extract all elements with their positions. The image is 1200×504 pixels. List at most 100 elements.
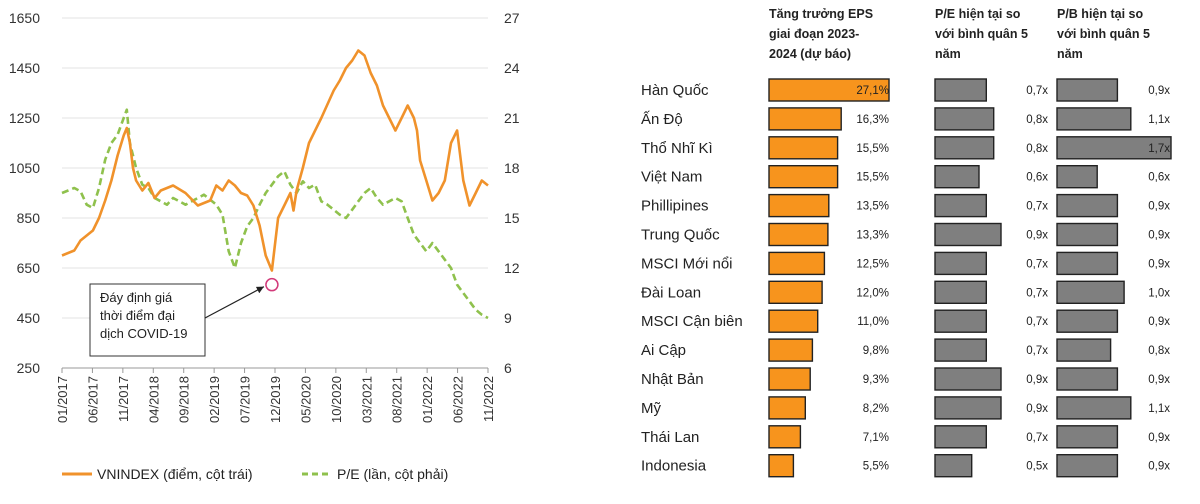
header-pe: với bình quân 5 — [935, 27, 1028, 41]
pb-value-label: 0,6x — [1148, 172, 1170, 184]
pb-value-label: 1,1x — [1148, 403, 1170, 415]
right-tick-label: 24 — [504, 60, 520, 76]
right-axis-ticks: 6 9 12 15 18 21 24 27 — [504, 10, 520, 376]
market-label: Trung Quốc — [641, 227, 720, 244]
legend-vnindex-label: VNINDEX (điểm, cột trái) — [97, 466, 253, 482]
pb-value-label: 0,9x — [1148, 461, 1170, 473]
pe-bar — [934, 454, 973, 478]
x-tick-label: 07/2019 — [238, 376, 253, 423]
pe-value-label: 0,8x — [1026, 143, 1048, 155]
pb-bar — [1056, 367, 1119, 391]
eps-value-label: 12,5% — [856, 258, 889, 270]
pe-value-label: 0,7x — [1026, 201, 1048, 213]
market-label: Hàn Quốc — [641, 82, 709, 99]
pe-bar — [934, 164, 980, 189]
pb-value-label: 0,9x — [1148, 201, 1170, 213]
eps-bar — [768, 454, 795, 478]
pe-value-label: 0,7x — [1026, 345, 1048, 357]
eps-bar — [768, 107, 842, 131]
pb-value-label: 0,9x — [1148, 230, 1170, 242]
x-tick-label: 02/2019 — [207, 376, 222, 423]
eps-value-label: 9,8% — [863, 345, 889, 357]
market-label: Đài Loan — [641, 284, 701, 301]
pb-bar — [1056, 164, 1098, 189]
covid-low-marker — [265, 277, 279, 292]
x-tick-label: 11/2022 — [481, 376, 496, 422]
pe-value-label: 0,9x — [1026, 374, 1048, 386]
eps-bar — [768, 280, 823, 304]
x-tick-label: 10/2020 — [329, 376, 344, 423]
header-eps: 2024 (dự báo) — [769, 47, 851, 61]
x-tick-label: 08/2021 — [390, 376, 405, 423]
eps-bar — [768, 367, 811, 391]
x-tick-label: 04/2018 — [146, 376, 161, 423]
pb-bar — [1056, 280, 1125, 304]
pe-bar — [934, 193, 987, 218]
eps-value-label: 7,1% — [863, 432, 889, 444]
vnindex-line — [61, 49, 489, 272]
pe-value-label: 0,7x — [1026, 432, 1048, 444]
pe-bar — [934, 136, 995, 160]
column-headers: Tăng trưởng EPS giai đoạn 2023- 2024 (dự b… — [769, 7, 1150, 61]
right-tick-label: 6 — [504, 360, 512, 376]
market-label: Indonesia — [641, 458, 707, 475]
pb-value-label: 1,1x — [1148, 114, 1170, 126]
eps-value-label: 12,0% — [856, 287, 889, 299]
pe-value-label: 0,5x — [1026, 461, 1048, 473]
pb-bar — [1056, 222, 1119, 247]
pb-bar — [1056, 136, 1172, 160]
eps-value-label: 13,3% — [856, 230, 889, 242]
left-tick-label: 1450 — [9, 60, 40, 76]
market-label: MSCI Mới nổi — [641, 255, 733, 272]
eps-value-label: 9,3% — [863, 374, 889, 386]
x-tick-label: 01/2017 — [55, 376, 70, 423]
market-rows: Hàn Quốc 27,1% 0,7x 0,9x Ấn Độ 16,3% 0,8x 1,1x T… — [641, 78, 1172, 478]
x-tick-label: 09/2018 — [177, 376, 192, 423]
eps-bar — [768, 164, 839, 189]
pe-bar — [934, 251, 987, 276]
left-tick-label: 1250 — [9, 110, 40, 126]
market-label: Phillipines — [641, 198, 709, 215]
pe-bar — [934, 396, 1002, 420]
pe-value-label: 0,7x — [1026, 258, 1048, 270]
pb-bar — [1056, 309, 1119, 333]
annotation-line-2: thời điểm đại — [100, 308, 175, 323]
annotation-box — [89, 283, 206, 357]
market-label: Ai Cập — [641, 342, 686, 359]
annotation-line-1: Đáy định giá — [100, 290, 173, 305]
pb-value-label: 0,8x — [1148, 345, 1170, 357]
left-tick-label: 650 — [17, 260, 41, 276]
eps-bar — [768, 136, 839, 160]
pb-bar — [1056, 338, 1112, 362]
market-label: MSCI Cận biên — [641, 313, 743, 330]
covid-annotation: Đáy định giá thời điểm đại dịch COVID-19 — [89, 277, 279, 357]
pe-value-label: 0,6x — [1026, 172, 1048, 184]
pb-bar — [1056, 251, 1119, 276]
header-eps: giai đoạn 2023- — [769, 27, 859, 41]
series-lines — [61, 49, 489, 320]
annotation-line-3: dịch COVID-19 — [100, 326, 187, 341]
vnindex-pe-line-chart: 250 450 650 850 1050 1250 1450 1650 6 9 12 15 18 21 2… — [9, 10, 520, 482]
pe-value-label: 0,7x — [1026, 287, 1048, 299]
eps-bar — [768, 222, 829, 247]
pe-value-label: 0,8x — [1026, 114, 1048, 126]
right-tick-label: 21 — [504, 110, 520, 126]
left-tick-label: 850 — [17, 210, 41, 226]
pe-value-label: 0,9x — [1026, 403, 1048, 415]
eps-value-label: 8,2% — [863, 403, 889, 415]
eps-bar — [768, 309, 819, 333]
pe-value-label: 0,7x — [1026, 85, 1048, 97]
pe-bar — [934, 107, 995, 131]
left-tick-label: 1650 — [9, 10, 40, 26]
eps-value-label: 13,5% — [856, 201, 889, 213]
pb-bar — [1056, 454, 1119, 478]
pb-value-label: 0,9x — [1148, 258, 1170, 270]
header-eps: Tăng trưởng EPS — [769, 7, 873, 21]
header-pb: với bình quân 5 — [1057, 27, 1150, 41]
right-tick-label: 27 — [504, 10, 520, 26]
eps-value-label: 5,5% — [863, 461, 889, 473]
pb-bar — [1056, 396, 1132, 420]
eps-bar — [768, 251, 826, 276]
pb-value-label: 0,9x — [1148, 374, 1170, 386]
